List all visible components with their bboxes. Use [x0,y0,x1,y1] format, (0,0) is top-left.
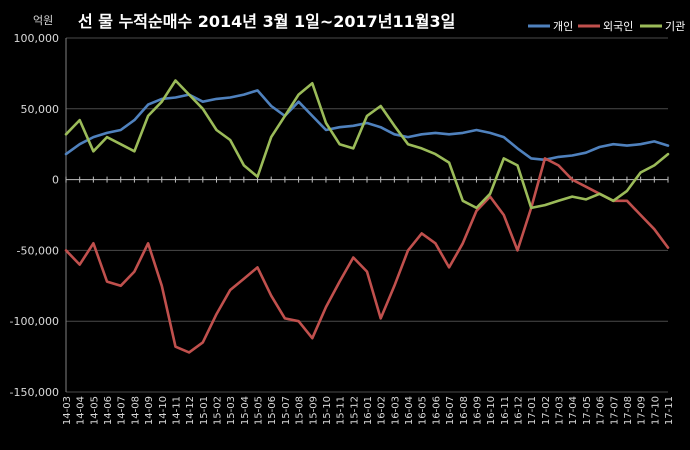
x-tick-label: 17-11 [664,396,675,425]
x-tick-label: 16-10 [486,396,497,425]
x-tick-label: 15-11 [336,396,347,425]
x-tick-label: 17-06 [596,396,607,425]
x-tick-label: 15-07 [281,396,292,425]
x-tick-label: 16-04 [404,396,415,425]
series-line [64,79,670,210]
gridlines [66,37,668,393]
x-tick-label: 16-12 [514,396,525,425]
x-tick-label: 16-06 [431,396,442,425]
legend-label: 개인 [553,20,573,33]
x-axis: 14-03 14-04 14-05 14-06 14-07 14-08 14-09 14-10… [62,176,675,425]
y-tick-label: 0 [52,174,59,187]
x-tick-label: 17-03 [555,396,566,425]
x-tick-label: 15-09 [308,396,319,425]
x-tick-label: 15-05 [254,396,265,425]
x-tick-label: 16-05 [418,396,429,425]
x-tick-label: 16-11 [500,396,511,425]
x-tick-label: 17-08 [623,396,634,425]
x-tick-label: 14-04 [76,396,87,425]
y-tick-label: -150,000 [10,386,59,399]
series-line [64,89,670,162]
series-line [64,157,670,354]
x-tick-label: 16-07 [445,396,456,425]
y-tick-label: -50,000 [17,244,59,257]
x-tick-label: 17-05 [582,396,593,425]
x-tick-label: 14-07 [117,396,128,425]
x-tick-label: 15-02 [213,396,224,425]
x-tick-label: 17-01 [527,396,538,425]
x-tick-label: 17-02 [541,396,552,425]
x-tick-label: 16-02 [377,396,388,425]
x-tick-label: 15-01 [199,396,210,425]
x-tick-label: 14-10 [158,396,169,425]
x-tick-label: 15-08 [295,396,306,425]
legend-label: 기관 [665,20,685,33]
x-tick-label: 16-01 [363,396,374,425]
x-tick-label: 14-12 [185,396,196,425]
y-tick-label: 100,000 [14,32,60,45]
x-tick-label: 15-03 [226,396,237,425]
x-tick-label: 17-04 [568,396,579,425]
unit-label: 억원 [33,14,53,27]
legend: 개인 외국인 기관 [528,20,685,33]
chart-title: 선 물 누적순매수 2014년 3월 1일~2017년11월3일 [78,12,455,31]
x-tick-label: 17-07 [609,396,620,425]
x-tick-label: 14-11 [171,396,182,425]
y-axis: 100,000 50,000 0 -50,000 -100,000 -150,000 [10,32,67,399]
plot-lines [64,79,670,354]
x-tick-label: 15-04 [240,396,251,425]
y-tick-label: -100,000 [10,315,59,328]
x-tick-label: 15-12 [349,396,360,425]
x-tick-label: 16-09 [472,396,483,425]
x-tick-label: 15-06 [267,396,278,425]
x-tick-label: 14-08 [130,396,141,425]
x-tick-label: 14-05 [89,396,100,425]
x-tick-label: 14-06 [103,396,114,425]
legend-label: 외국인 [603,20,633,33]
x-tick-label: 16-08 [459,396,470,425]
x-tick-label: 17-10 [650,396,661,425]
x-tick-label: 15-10 [322,396,333,425]
x-tick-label: 17-09 [637,396,648,425]
x-tick-label: 16-03 [390,396,401,425]
x-tick-label: 14-09 [144,396,155,425]
x-tick-label: 14-03 [62,396,73,425]
y-tick-label: 50,000 [21,103,60,116]
